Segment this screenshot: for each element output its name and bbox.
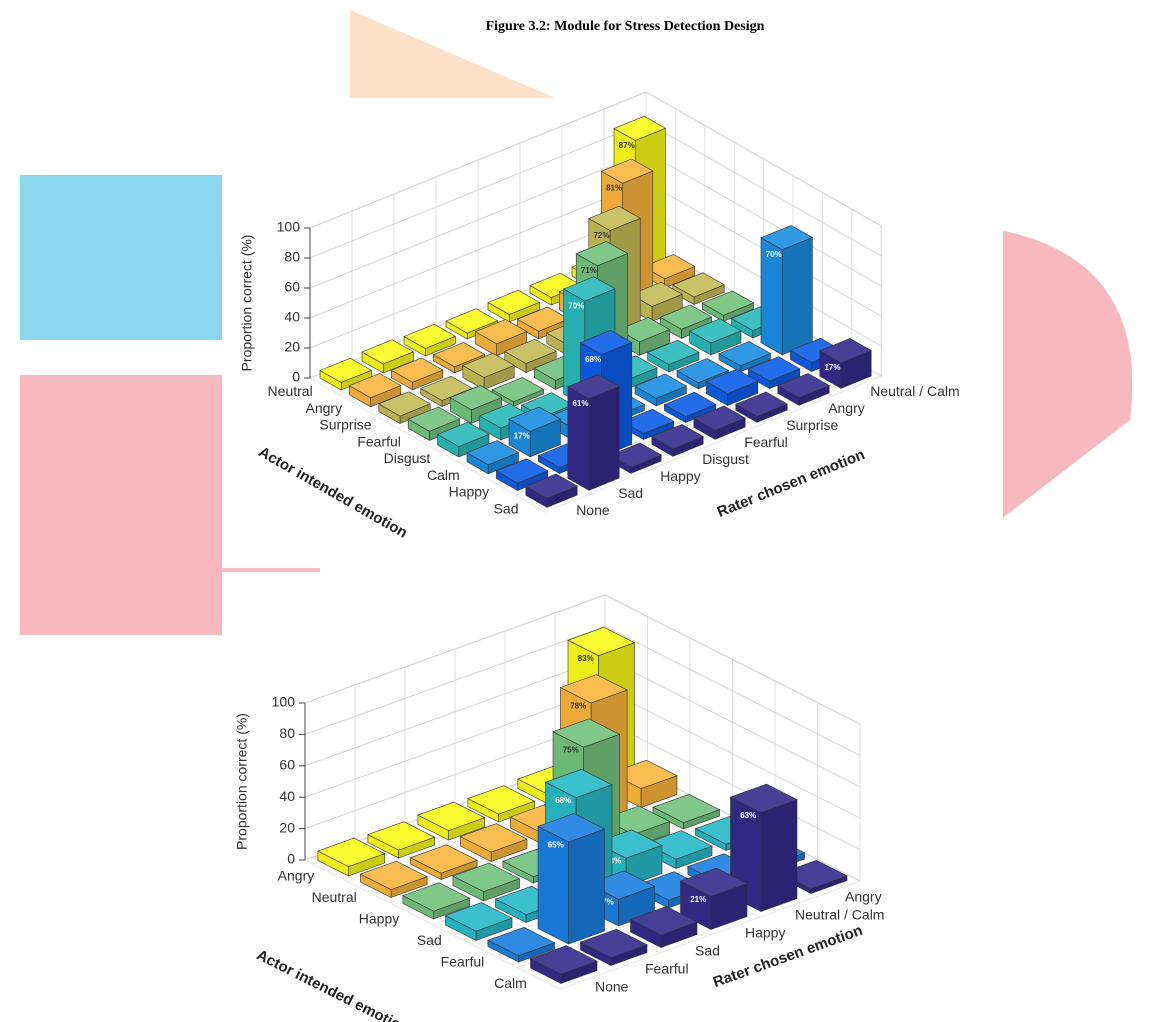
- rater-label: Happy: [745, 925, 785, 941]
- bar: [761, 226, 812, 355]
- z-tick-label: 20: [279, 819, 295, 835]
- bar-face: [761, 800, 797, 912]
- value-label: 65%: [548, 840, 564, 849]
- value-label: 75%: [563, 746, 579, 755]
- rater-label: Neutral / Calm: [795, 907, 884, 923]
- z-axis-label: Proportion correct (%): [234, 713, 250, 850]
- watermark-shape: [1000, 230, 1132, 520]
- z-tick-label: 40: [284, 309, 300, 325]
- value-label: 68%: [555, 796, 571, 805]
- value-label: 83%: [578, 654, 594, 663]
- z-tick-label: 20: [284, 339, 300, 355]
- actor-label: Fearful: [441, 953, 485, 969]
- z-tick-label: 80: [279, 725, 295, 741]
- rater-label: Sad: [695, 943, 720, 959]
- actor-label: Neutral: [268, 383, 313, 399]
- actor-label: Calm: [494, 975, 527, 991]
- z-axis-label: Proportion correct (%): [239, 235, 255, 372]
- value-label: 71%: [581, 266, 597, 275]
- rater-label: Disgust: [702, 451, 749, 467]
- rater-label: Fearful: [744, 434, 788, 450]
- actor-label: Fearful: [357, 433, 401, 449]
- rater-label: Angry: [828, 400, 865, 416]
- actor-label: Disgust: [384, 450, 431, 466]
- rater-label: Neutral / Calm: [870, 383, 959, 399]
- actor-label: Sad: [494, 500, 519, 516]
- rater-label: Fearful: [645, 961, 689, 977]
- actor-label: Angry: [306, 400, 343, 416]
- page: {"figure_title": "Figure 3.2: Module for…: [0, 0, 1175, 1022]
- actor-label: Calm: [427, 467, 460, 483]
- value-label: 17%: [824, 363, 840, 372]
- value-label: 68%: [585, 355, 601, 364]
- rater-label: Angry: [845, 889, 882, 905]
- value-label: 87%: [619, 141, 635, 150]
- actor-label: Sad: [417, 932, 442, 948]
- value-label: 63%: [740, 811, 756, 820]
- actor-label: Angry: [278, 867, 315, 883]
- rater-label: Happy: [660, 468, 700, 484]
- z-tick-label: 80: [284, 249, 300, 265]
- bar-face: [569, 829, 605, 944]
- value-label: 81%: [606, 184, 622, 193]
- actor-label: Surprise: [319, 417, 371, 433]
- z-tick-label: 60: [279, 757, 295, 773]
- z-tick-label: 100: [272, 694, 296, 710]
- actor-label: Neutral: [312, 889, 357, 905]
- actor-label: Happy: [449, 484, 489, 500]
- figure-title: Figure 3.2: Module for Stress Detection …: [486, 19, 765, 34]
- rater-label: Surprise: [786, 417, 838, 433]
- rater-label: None: [576, 502, 610, 518]
- bar-face: [589, 387, 619, 491]
- bar-face: [782, 238, 812, 355]
- value-label: 78%: [570, 701, 586, 710]
- figure: Figure 3.2: Module for Stress Detection …: [0, 0, 1175, 1022]
- z-tick-label: 60: [284, 279, 300, 295]
- z-tick-label: 100: [277, 219, 301, 235]
- rater-label: Sad: [618, 485, 643, 501]
- value-label: 70%: [766, 250, 782, 259]
- value-label: 21%: [690, 895, 706, 904]
- bar: [568, 375, 619, 491]
- bar: [538, 814, 605, 945]
- z-tick-label: 0: [287, 851, 295, 867]
- z-tick-label: 40: [279, 788, 295, 804]
- value-label: 72%: [593, 231, 609, 240]
- value-label: 70%: [568, 301, 584, 310]
- rater-label: None: [595, 979, 629, 995]
- value-label: 61%: [572, 399, 588, 408]
- actor-label: Happy: [359, 910, 399, 926]
- value-label: 17%: [514, 432, 530, 441]
